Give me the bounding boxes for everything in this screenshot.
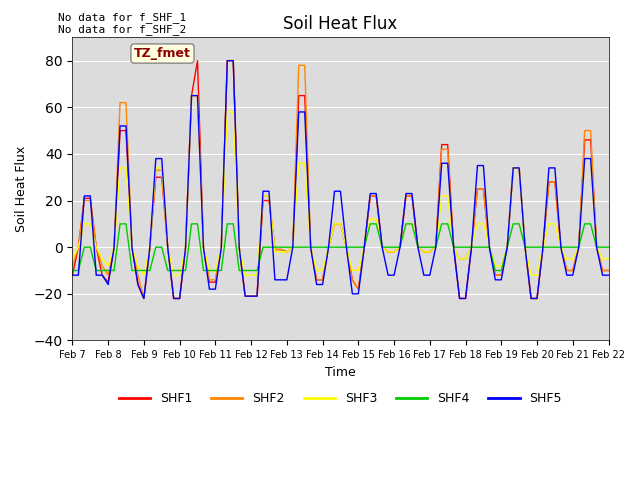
X-axis label: Time: Time bbox=[325, 366, 356, 379]
Legend: SHF1, SHF2, SHF3, SHF4, SHF5: SHF1, SHF2, SHF3, SHF4, SHF5 bbox=[114, 387, 567, 410]
Text: TZ_fmet: TZ_fmet bbox=[134, 47, 191, 60]
Text: No data for f_SHF_2: No data for f_SHF_2 bbox=[58, 24, 186, 35]
Y-axis label: Soil Heat Flux: Soil Heat Flux bbox=[15, 146, 28, 232]
Text: No data for f_SHF_1: No data for f_SHF_1 bbox=[58, 12, 186, 23]
Title: Soil Heat Flux: Soil Heat Flux bbox=[284, 15, 397, 33]
